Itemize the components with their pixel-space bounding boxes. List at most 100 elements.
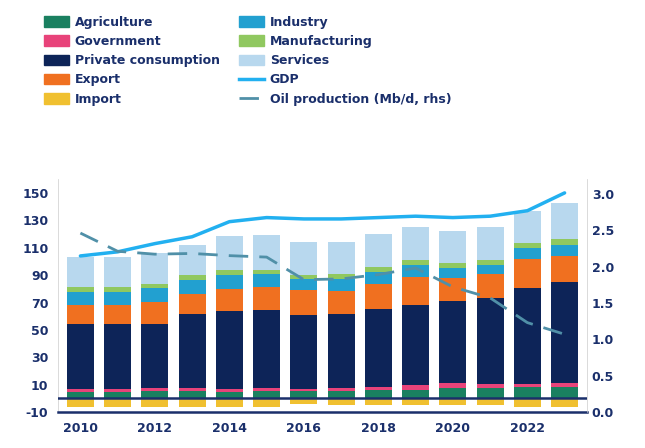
Bar [514,388,541,398]
Bar [216,389,243,392]
Bar [328,275,355,279]
Bar [141,398,168,407]
Bar [328,398,355,405]
Bar [290,391,317,398]
Bar [290,279,317,290]
Bar [179,314,206,388]
Bar [477,227,504,260]
Bar [551,203,578,239]
Bar [67,324,94,389]
Bar [104,257,131,288]
Bar [477,388,504,398]
Bar [141,388,168,391]
Bar [253,287,280,310]
Bar [179,280,206,293]
Bar [365,387,392,390]
Bar [477,384,504,388]
Bar [141,253,168,284]
Bar [67,389,94,392]
Bar [216,236,243,270]
Bar [551,387,578,398]
Bar [551,245,578,256]
Bar [216,275,243,289]
Bar [402,305,429,385]
Bar [253,310,280,388]
Bar [439,388,466,398]
Bar [216,289,243,311]
Bar [179,245,206,275]
Bar [402,398,429,405]
Bar [216,398,243,407]
Bar [402,277,429,305]
Bar [104,305,131,324]
Bar [179,398,206,407]
Bar [67,288,94,292]
Bar [439,278,466,301]
Bar [328,391,355,398]
Bar [439,383,466,388]
Bar [514,243,541,248]
Bar [290,242,317,275]
Bar [514,259,541,288]
Bar [67,305,94,324]
Bar [290,315,317,389]
Bar [216,392,243,398]
Bar [514,384,541,388]
Bar [365,284,392,309]
Bar [328,241,355,275]
Bar [477,398,504,405]
Bar [477,265,504,275]
Bar [402,385,429,390]
Bar [365,234,392,267]
Bar [551,383,578,387]
Bar [402,227,429,260]
Bar [141,324,168,388]
Bar [253,235,280,270]
Bar [514,211,541,243]
Bar [290,389,317,391]
Bar [514,288,541,384]
Bar [253,275,280,287]
Bar [328,314,355,388]
Bar [104,398,131,407]
Bar [216,270,243,275]
Bar [365,309,392,387]
Bar [328,291,355,314]
Bar [365,390,392,398]
Bar [290,275,317,279]
Bar [179,275,206,280]
Bar [290,398,317,404]
Bar [328,388,355,391]
Bar [439,301,466,383]
Bar [104,389,131,392]
Bar [365,267,392,271]
Bar [141,284,168,288]
Bar [439,268,466,278]
Bar [551,256,578,282]
Bar [402,260,429,265]
Bar [253,270,280,275]
Bar [179,391,206,398]
Bar [104,392,131,398]
Bar [365,271,392,284]
Bar [104,324,131,389]
Bar [104,288,131,292]
Bar [328,279,355,291]
Bar [253,391,280,398]
Bar [67,392,94,398]
Bar [365,398,392,405]
Bar [439,398,466,405]
Bar [514,398,541,407]
Bar [477,275,504,298]
Bar [402,390,429,398]
Bar [179,293,206,314]
Bar [67,257,94,288]
Bar [514,248,541,259]
Bar [216,311,243,389]
Bar [141,288,168,302]
Bar [141,391,168,398]
Bar [477,260,504,265]
Bar [67,398,94,407]
Bar [179,388,206,391]
Bar [551,398,578,407]
